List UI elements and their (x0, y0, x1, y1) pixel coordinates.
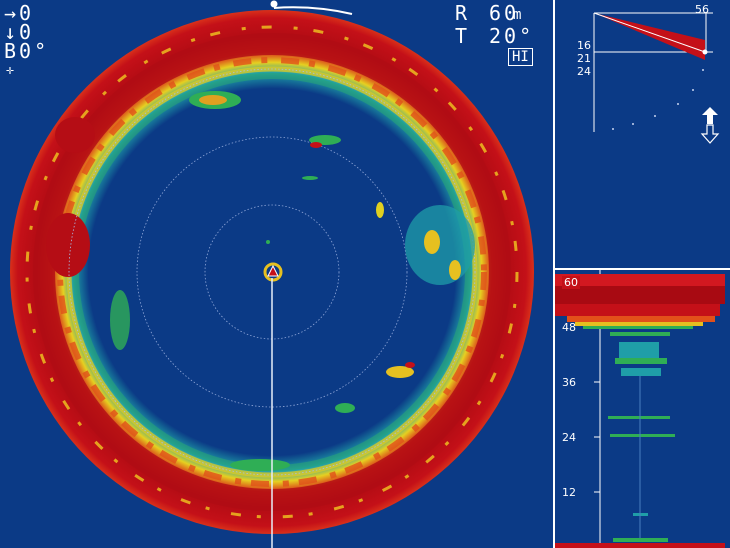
gain-mode-badge[interactable]: HI (508, 48, 533, 66)
echo-band-yellow-outer (25, 25, 519, 519)
echo-scale-12: 12 (562, 486, 576, 499)
range-ring-2 (136, 136, 408, 408)
train-readout: →0 (4, 1, 35, 25)
echo-band-orange (57, 57, 487, 487)
echo-sounder-panel[interactable] (553, 268, 730, 548)
inclination-row3: 24 (577, 65, 591, 78)
own-ship-icon (267, 264, 279, 277)
echo-scale-36: 36 (562, 376, 576, 389)
echo-scale-60: 60 (562, 276, 580, 289)
echo-blob-left (46, 213, 90, 277)
echo-scale-24: 24 (562, 431, 576, 444)
sonar-scan-view[interactable] (0, 0, 553, 548)
tilt-down-arrow-icon[interactable] (700, 124, 720, 144)
inclination-panel (593, 12, 713, 132)
range-unit: m (513, 7, 522, 23)
tilt-label: T (455, 24, 471, 48)
range-value[interactable]: 60 (489, 1, 520, 25)
north-marker (270, 0, 278, 8)
tilt-readout: ↓0 (4, 20, 35, 44)
own-ship-halo (263, 262, 283, 282)
tilt-up-arrow-icon[interactable] (700, 106, 720, 126)
tilt-arc-indicator (273, 6, 353, 15)
cursor-icon: ✛ (6, 63, 14, 78)
inclination-row2: 21 (577, 52, 591, 65)
inclination-top-value: 56 (695, 3, 709, 16)
tilt-value[interactable]: 20° (489, 24, 535, 48)
echo-scale-48: 48 (562, 321, 576, 334)
echo-blob-left-upper (55, 117, 95, 153)
inclination-row1: 16 (577, 39, 591, 52)
school-echoes (110, 91, 475, 471)
range-label: R (455, 1, 471, 25)
echo-panel-divider (553, 268, 730, 270)
bearing-readout: B0° (4, 39, 50, 63)
panel-divider (553, 0, 555, 548)
beam-wedge (594, 13, 705, 60)
